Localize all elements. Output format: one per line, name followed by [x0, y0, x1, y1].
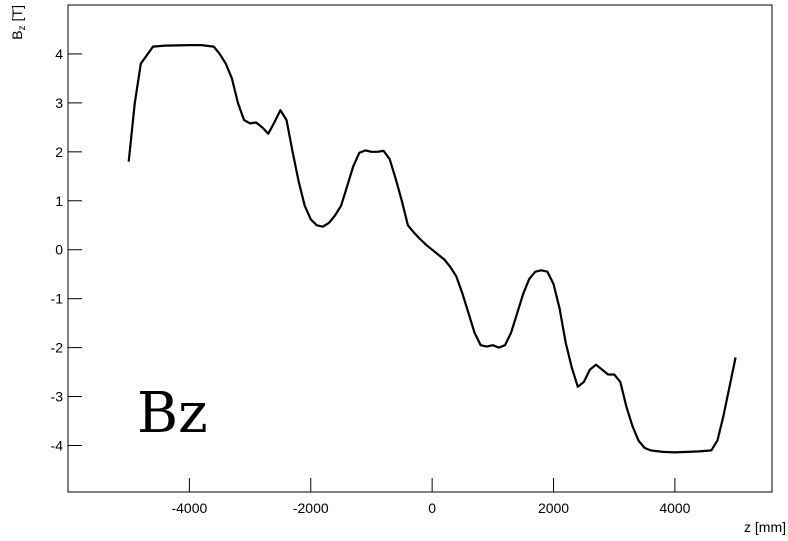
line — [127, 44, 737, 454]
x-tick-label: 0 — [428, 500, 436, 516]
y-tick-label: 0 — [55, 242, 63, 258]
x-tick-label: -2000 — [293, 500, 329, 516]
annotation: Bz — [137, 381, 208, 446]
y-tick-label: -1 — [51, 291, 64, 307]
y-tick-label: 3 — [55, 95, 63, 111]
y-tick-label: -3 — [51, 389, 64, 405]
x-tick-label: -4000 — [171, 500, 207, 516]
y-tick-label: 1 — [55, 193, 63, 209]
y-label-base: B — [9, 30, 25, 39]
y-label-unit: [T] — [9, 5, 25, 21]
y-tick-label: -2 — [51, 340, 64, 356]
x-tick-label: 4000 — [659, 500, 690, 516]
y-label-sub: z — [17, 25, 28, 30]
frame — [67, 4, 773, 493]
y-tick-label: 4 — [55, 46, 63, 62]
y-tick-label: -4 — [51, 438, 64, 454]
y-tick-label: 2 — [55, 144, 63, 160]
x-tick-label: 2000 — [538, 500, 569, 516]
y-axis-label: Bz [T] — [9, 5, 28, 40]
x-axis-label: z [mm] — [744, 519, 786, 535]
